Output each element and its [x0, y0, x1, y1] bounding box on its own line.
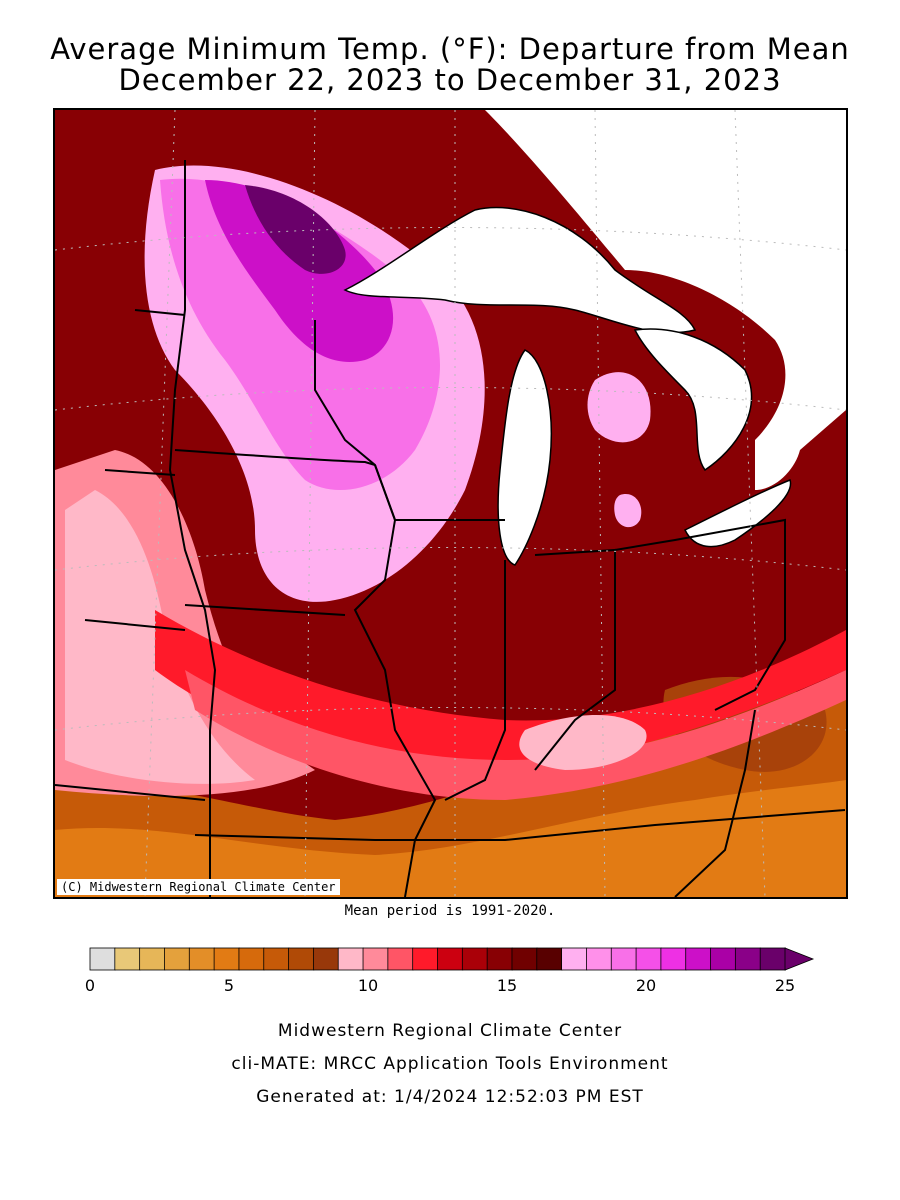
border-west	[168, 160, 217, 897]
lake-erie	[683, 479, 792, 548]
colorbar-tick-label: 25	[774, 976, 796, 995]
graticule-line	[55, 707, 846, 731]
colorbar-swatch	[710, 947, 737, 971]
colorbar-swatch	[734, 947, 762, 971]
colorbar-swatch	[486, 947, 513, 971]
footer-generated: Generated at: 1/4/2024 12:52:03 PM EST	[256, 1087, 644, 1107]
colorbar-swatch	[610, 947, 637, 971]
border-nd-mn	[134, 309, 186, 316]
chart-title-line1: Average Minimum Temp. (°F): Departure fr…	[50, 32, 850, 66]
lake-superior	[343, 206, 697, 334]
colorbar-swatch	[412, 947, 439, 971]
map-canvas	[55, 110, 846, 897]
graticule-line	[144, 110, 176, 897]
colorbar-tick-label: 5	[223, 976, 235, 995]
colorbar-swatch	[213, 947, 240, 971]
border-oh-pa	[614, 518, 786, 711]
region-pink-michigan	[587, 372, 651, 443]
border-sd-nd	[104, 469, 176, 476]
colorbar-swatch	[561, 947, 588, 971]
mean-period-note: Mean period is 1991-2020.	[344, 903, 556, 919]
colorbar-tick-label: 15	[496, 976, 518, 995]
colorbar-swatch	[238, 947, 265, 971]
colorbar-swatch	[164, 947, 191, 971]
colorbar-tick-label: 10	[357, 976, 379, 995]
colorbar	[89, 947, 815, 971]
graticule-line	[304, 110, 316, 897]
region-magenta-dark	[205, 180, 394, 362]
graticule-line	[55, 387, 846, 411]
colorbar-arrow	[784, 947, 815, 971]
colorbar-swatch	[536, 947, 563, 971]
colorbar-swatch	[139, 947, 166, 971]
colorbar-swatch	[586, 947, 613, 971]
border-mississippi	[314, 320, 437, 897]
colorbar-swatch	[188, 947, 216, 971]
border-ne-sd	[84, 619, 186, 631]
colorbar-swatch	[635, 947, 662, 971]
border-southern	[194, 809, 846, 841]
graticule-line	[55, 227, 846, 251]
graticule-line	[734, 110, 766, 897]
colorbar-swatch	[114, 947, 141, 971]
canada-region	[485, 110, 846, 490]
colorbar-swatch	[362, 947, 389, 971]
region-red-band	[155, 610, 846, 770]
region-red-band-2	[185, 670, 846, 800]
state-borders	[55, 160, 846, 897]
region-lightpink-ohio-valley	[519, 715, 647, 770]
chart-title-line2: December 22, 2023 to December 31, 2023	[118, 63, 782, 97]
colorbar-swatch	[759, 947, 786, 971]
border-mn-ia	[174, 449, 376, 466]
map-credit-label: (C) Midwestern Regional Climate Center	[57, 879, 340, 895]
lake-michigan	[497, 349, 553, 566]
colorbar-swatch	[263, 947, 290, 971]
graticule	[55, 110, 846, 897]
colorbar-swatch	[387, 947, 414, 971]
footer-tool: cli-MATE: MRCC Application Tools Environ…	[231, 1054, 669, 1074]
footer-org: Midwestern Regional Climate Center	[277, 1021, 623, 1041]
colorbar-swatch	[312, 947, 340, 971]
colorbar-tick-label: 20	[635, 976, 657, 995]
colorbar-swatch	[660, 947, 687, 971]
colorbar-swatch	[89, 947, 116, 971]
border-appalachian	[674, 709, 756, 897]
region-orange-light	[55, 780, 846, 897]
colorbar-swatch	[511, 947, 538, 971]
border-ks-ne	[55, 784, 206, 801]
graticule-line	[55, 547, 846, 571]
colorbar-swatch	[685, 947, 712, 971]
colorbar-swatch	[288, 947, 315, 971]
border-il-in	[444, 560, 506, 801]
colorbar-swatch	[437, 947, 464, 971]
region-purple-core	[245, 185, 346, 274]
graticule-line	[594, 110, 606, 897]
colorbar-tick-label: 0	[84, 976, 96, 995]
lake-huron	[633, 328, 753, 472]
departure-map: (C) Midwestern Regional Climate Center	[53, 108, 848, 899]
border-wi-il	[374, 464, 505, 521]
colorbar-swatch	[461, 947, 489, 971]
border-in-oh	[534, 548, 616, 771]
colorbar-swatch	[337, 947, 364, 971]
border-ia-mo	[184, 604, 346, 616]
region-pink-michigan-south	[614, 494, 642, 528]
